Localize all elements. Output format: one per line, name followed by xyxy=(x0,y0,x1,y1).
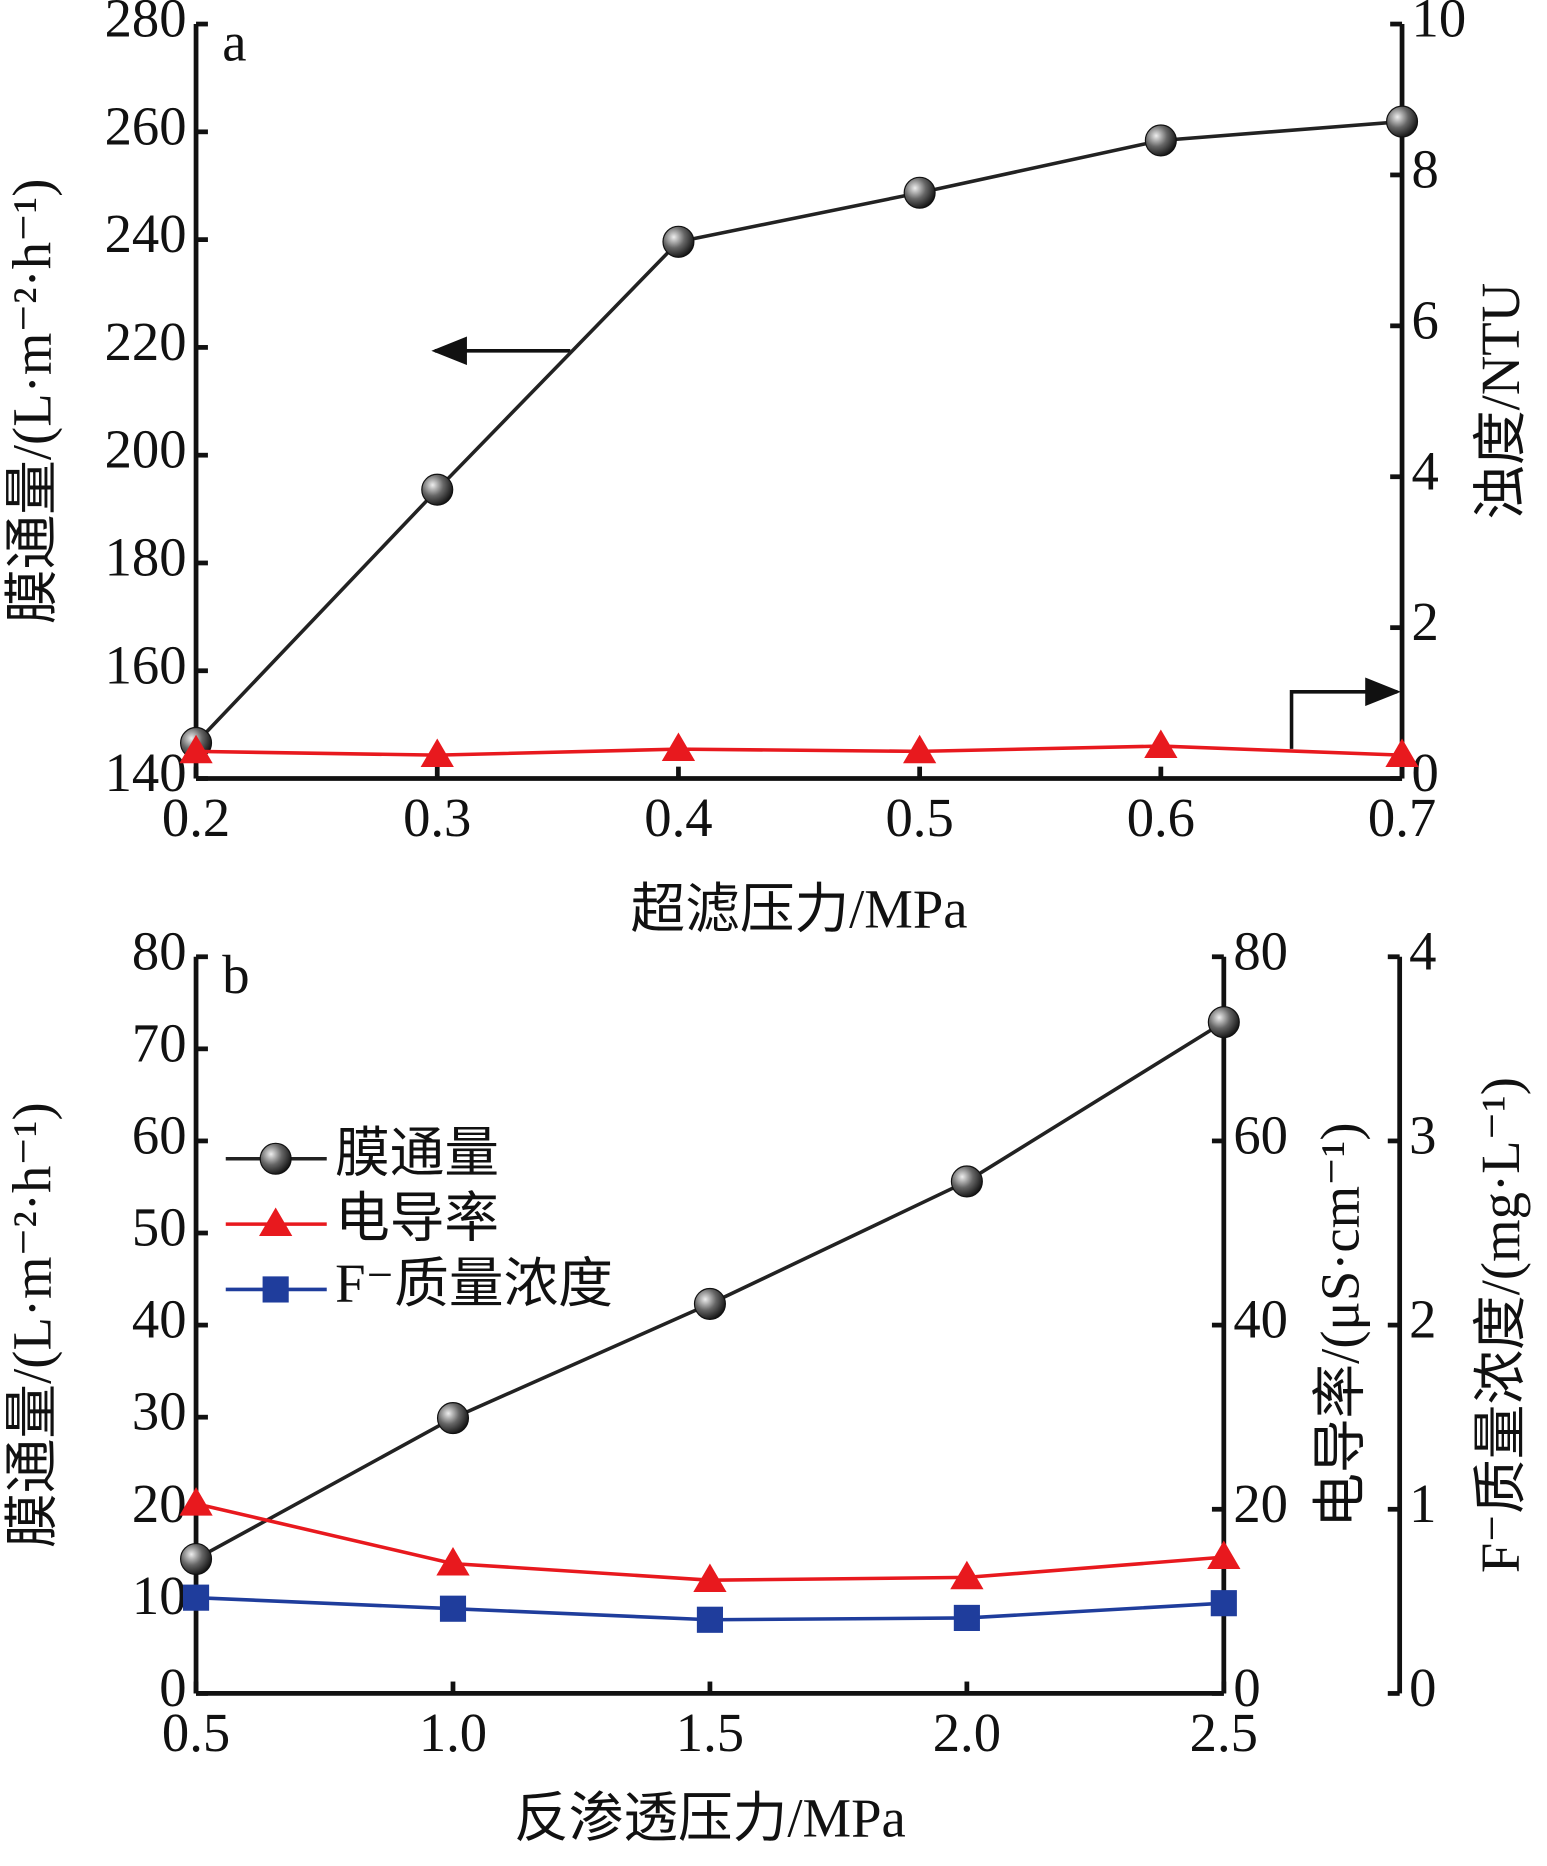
marker xyxy=(903,734,937,764)
marker xyxy=(436,1546,470,1576)
x-tick-label: 0.4 xyxy=(644,787,712,848)
y3-tick-label: 2 xyxy=(1409,1289,1436,1350)
marker xyxy=(903,176,936,209)
marker xyxy=(180,1542,213,1576)
y2-tick-label: 0 xyxy=(1233,1657,1260,1718)
y-tick-label: 60 xyxy=(132,1104,187,1165)
y-tick-label: 0 xyxy=(159,1657,186,1718)
marker xyxy=(693,1287,726,1320)
y3-axis-label: F⁻质量浓度/(mg·L⁻¹) xyxy=(1470,1077,1531,1573)
panel-label: a xyxy=(222,11,246,72)
y2-tick-label: 8 xyxy=(1412,138,1439,199)
y-tick-label: 260 xyxy=(105,95,187,156)
y2-axis-label: 电导率/(μS·cm⁻¹) xyxy=(1310,1122,1371,1527)
x-tick-label: 0.3 xyxy=(403,787,471,848)
marker xyxy=(436,1402,470,1435)
marker xyxy=(420,738,454,768)
x-tick-label: 0.5 xyxy=(885,787,953,848)
y-tick-label: 10 xyxy=(132,1565,187,1626)
x-axis-label: 超滤压力/MPa xyxy=(631,879,968,940)
annotation-arrows xyxy=(431,336,1401,749)
y-tick-label: 280 xyxy=(105,0,187,49)
y3-tick-label: 3 xyxy=(1409,1104,1436,1165)
marker xyxy=(693,1563,727,1593)
marker xyxy=(1386,105,1419,138)
marker xyxy=(179,1487,213,1516)
x-axis-label: 反渗透压力/MPa xyxy=(514,1788,906,1849)
y-tick-label: 200 xyxy=(105,419,187,480)
marker xyxy=(696,1606,724,1633)
y3-tick-label: 4 xyxy=(1409,920,1436,981)
y2-tick-label: 6 xyxy=(1412,289,1439,350)
legend-label: F⁻质量浓度 xyxy=(335,1253,613,1314)
y2-tick-label: 4 xyxy=(1412,440,1439,501)
marker xyxy=(950,1560,984,1590)
marker xyxy=(1144,729,1178,758)
y-tick-label: 160 xyxy=(105,634,187,695)
marker xyxy=(662,225,695,258)
y2-axis-label: 浊度/NTU xyxy=(1470,283,1531,520)
marker xyxy=(1207,1540,1241,1570)
marker xyxy=(259,1142,292,1175)
y-tick-label: 80 xyxy=(132,920,187,981)
y3-tick-label: 0 xyxy=(1409,1657,1436,1718)
y2-tick-label: 60 xyxy=(1233,1104,1288,1165)
marker xyxy=(179,734,213,764)
marker xyxy=(421,473,454,506)
y-tick-label: 50 xyxy=(132,1197,187,1258)
arrow xyxy=(1289,677,1401,749)
x-tick-label: 0.5 xyxy=(162,1702,230,1763)
panel-label: b xyxy=(222,944,249,1005)
x-tick-label: 0.2 xyxy=(162,787,230,848)
marker xyxy=(182,1584,210,1611)
y2-tick-label: 0 xyxy=(1412,742,1439,803)
y2-tick-label: 40 xyxy=(1233,1289,1288,1350)
series-line xyxy=(194,119,1403,745)
y2-tick-label: 20 xyxy=(1233,1473,1288,1534)
marker xyxy=(1385,738,1419,768)
marker xyxy=(1144,124,1177,157)
y-axis-label: 膜通量/(L·m⁻²·h⁻¹) xyxy=(2,1102,63,1548)
marker xyxy=(950,1165,983,1198)
x-tick-label: 0.7 xyxy=(1368,787,1436,848)
marker xyxy=(953,1604,980,1631)
y-tick-label: 220 xyxy=(105,311,187,372)
legend-label: 电导率 xyxy=(335,1188,499,1249)
y2-tick-label: 10 xyxy=(1412,0,1467,49)
y-tick-label: 40 xyxy=(132,1289,187,1350)
x-tick-label: 2.5 xyxy=(1190,1702,1258,1763)
y-tick-label: 240 xyxy=(105,203,187,264)
y-tick-label: 140 xyxy=(105,742,187,803)
y2-tick-label: 80 xyxy=(1233,920,1288,981)
y-axis-label: 膜通量/(L·m⁻²·h⁻¹) xyxy=(2,179,63,625)
series-line xyxy=(196,744,1403,757)
marker xyxy=(262,1276,289,1303)
y-tick-label: 30 xyxy=(132,1381,187,1442)
x-tick-label: 1.5 xyxy=(676,1702,744,1763)
marker xyxy=(1210,1590,1237,1617)
x-tick-label: 2.0 xyxy=(933,1702,1001,1763)
y-tick-label: 70 xyxy=(132,1012,187,1073)
marker xyxy=(661,732,696,761)
y3-tick-label: 1 xyxy=(1409,1473,1436,1534)
x-tick-label: 0.6 xyxy=(1127,787,1195,848)
y2-tick-label: 2 xyxy=(1412,591,1439,652)
marker xyxy=(1207,1006,1240,1039)
x-tick-label: 1.0 xyxy=(419,1702,487,1763)
marker xyxy=(439,1595,467,1622)
y-tick-label: 180 xyxy=(105,527,187,588)
y-tick-label: 20 xyxy=(132,1473,187,1534)
marker xyxy=(259,1207,293,1236)
legend-label: 膜通量 xyxy=(335,1122,499,1183)
